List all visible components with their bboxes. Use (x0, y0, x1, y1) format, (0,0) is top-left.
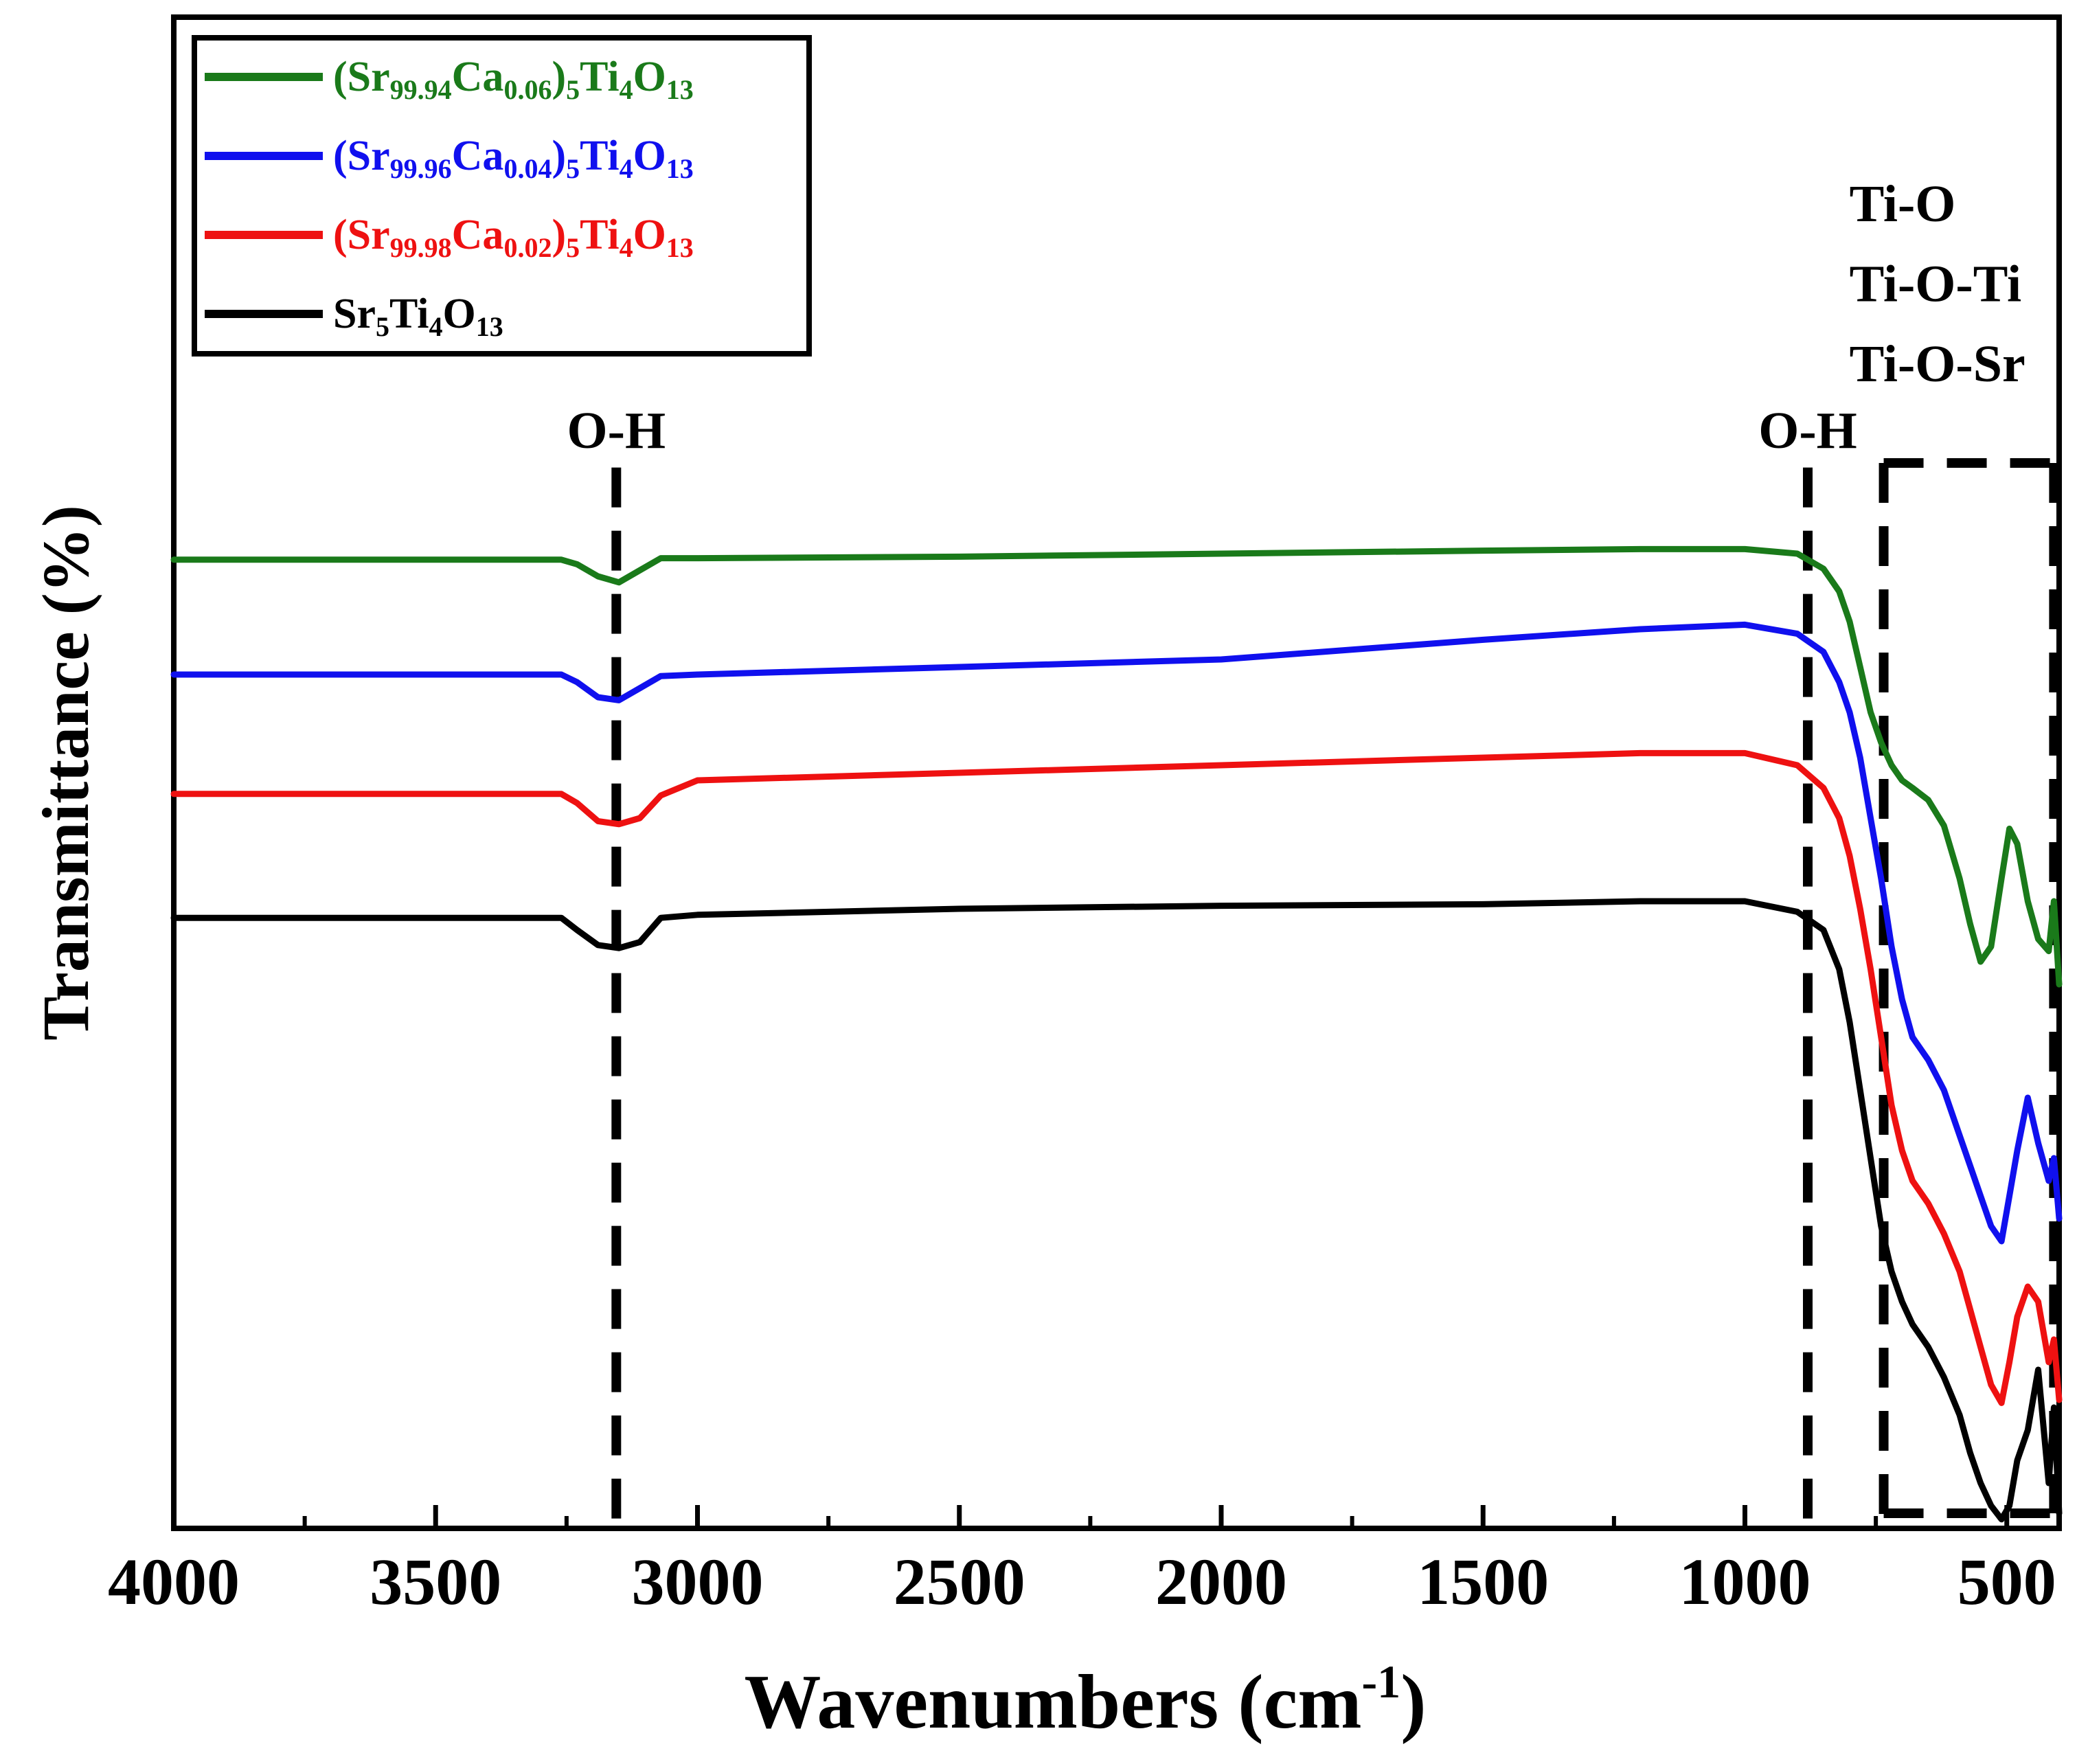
legend-label-part: 5 (566, 74, 580, 105)
annotation-label: Ti-O-Sr (1850, 335, 2025, 393)
annotation-labels: O-H O-H Ti-O Ti-O-Ti Ti-O-Sr (567, 175, 2025, 460)
legend-label: (Sr99.98Ca0.02)5Ti4O13 (333, 212, 694, 263)
legend-label-part: 99.96 (390, 153, 452, 184)
legend-box (192, 35, 812, 357)
legend-label-part: 4 (620, 153, 633, 184)
legend-label-part: 0.02 (503, 232, 552, 263)
legend-label-part: (Sr (333, 133, 390, 179)
x-tick-label: 1000 (1679, 1545, 1811, 1618)
x-tick-label: 2500 (894, 1545, 1025, 1618)
x-axis-label-main: Wavenumbers (cm (745, 1660, 1362, 1745)
annotation-label: O-H (567, 402, 666, 460)
legend-label-part: Ti (580, 133, 619, 179)
legend-label-part: 99.94 (390, 74, 452, 105)
legend: (Sr99.94Ca0.06)5Ti4O13(Sr99.96Ca0.04)5Ti… (192, 35, 812, 357)
legend-label-part: 5 (376, 311, 389, 342)
legend-label-part: Ca (452, 133, 504, 179)
legend-label-part: Ti (389, 291, 429, 337)
legend-label-part: 4 (429, 311, 442, 342)
series-line-red (170, 749, 2063, 1406)
legend-label-part: 13 (666, 153, 694, 184)
legend-label-part: Ca (452, 212, 504, 258)
legend-label-part: 13 (666, 74, 694, 105)
series-lines (170, 545, 2063, 1523)
plot-frame (171, 14, 2062, 1531)
annotation-label: Ti-O (1850, 175, 1956, 233)
x-axis-ticks: 4000 3500 3000 2500 2000 1500 1000 500 (108, 1505, 2056, 1618)
legend-label-part: Ti (580, 212, 619, 258)
legend-label-part: ) (552, 212, 566, 258)
x-tick-label: 2000 (1155, 1545, 1287, 1618)
x-tick-label: 3000 (632, 1545, 764, 1618)
series-line-blue (170, 621, 2063, 1245)
legend-label-part: 13 (666, 232, 694, 263)
legend-label-part: O (442, 291, 475, 337)
x-tick-label: 1500 (1417, 1545, 1549, 1618)
legend-label-part: Ca (452, 54, 504, 100)
legend-label-part: O (633, 133, 666, 179)
x-tick-label: 3500 (370, 1545, 501, 1618)
legend-label-part: 4 (620, 74, 633, 105)
annotation-lines (611, 458, 2059, 1528)
x-tick-label: 500 (1957, 1545, 2056, 1618)
legend-label-part: 13 (476, 311, 503, 342)
annotation-label: Ti-O-Ti (1850, 256, 2022, 313)
legend-label: (Sr99.94Ca0.06)5Ti4O13 (333, 54, 694, 105)
x-tick-label: 4000 (108, 1545, 240, 1618)
series-line-black (170, 898, 2063, 1523)
legend-label-part: Ti (580, 54, 619, 100)
legend-label-part: O (633, 212, 666, 258)
legend-label: (Sr99.96Ca0.04)5Ti4O13 (333, 133, 694, 184)
legend-label-part: 4 (620, 232, 633, 263)
y-axis-label: Transmittance (%) (29, 505, 102, 1040)
legend-label-part: ) (552, 133, 566, 179)
x-axis-label-close: ) (1400, 1660, 1426, 1745)
legend-label-part: 0.04 (503, 153, 552, 184)
legend-label-part: (Sr (333, 54, 390, 100)
legend-label: Sr5Ti4O13 (333, 291, 503, 342)
x-axis-label: Wavenumbers (cm-1) (745, 1655, 1427, 1745)
x-axis-label-superscript: -1 (1362, 1655, 1401, 1708)
legend-label-part: 99.98 (390, 232, 452, 263)
legend-label-part: Sr (333, 291, 376, 337)
legend-label-part: 0.06 (503, 74, 552, 105)
legend-label-part: 5 (566, 232, 580, 263)
legend-label-part: (Sr (333, 212, 390, 258)
legend-label-part: 5 (566, 153, 580, 184)
annotation-label: O-H (1758, 402, 1857, 460)
legend-label-part: ) (552, 54, 566, 100)
series-line-green (170, 545, 2063, 988)
legend-label-part: O (633, 54, 666, 100)
